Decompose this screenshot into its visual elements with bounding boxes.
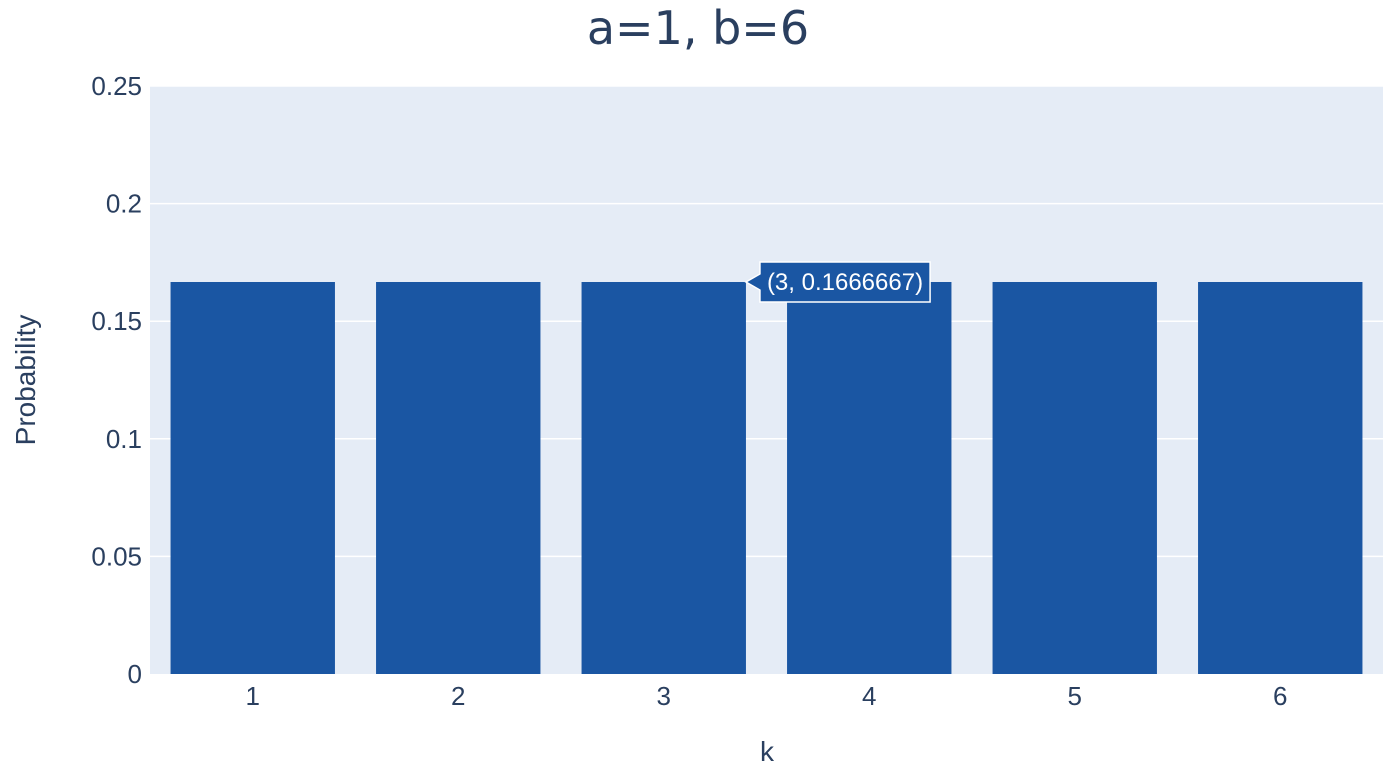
x-axis-ticks: 1 2 3 4 5 6 (246, 681, 1288, 711)
bar[interactable] (787, 281, 952, 674)
x-tick-label: 3 (657, 681, 671, 711)
y-tick-label: 0.15 (91, 306, 142, 336)
x-tick-label: 5 (1068, 681, 1082, 711)
hover-label-text: (3, 0.1666667) (767, 269, 923, 296)
x-tick-label: 2 (451, 681, 465, 711)
y-tick-label: 0.2 (106, 189, 142, 219)
bar[interactable] (1198, 281, 1363, 674)
y-axis-ticks: 0 0.05 0.1 0.15 0.2 0.25 (91, 71, 142, 689)
plot-area (150, 86, 1383, 674)
hover-label-box (744, 261, 931, 303)
x-tick-label: 6 (1273, 681, 1287, 711)
y-axis-title: Probability (10, 315, 41, 446)
bar[interactable] (581, 281, 746, 674)
bars (170, 281, 1363, 674)
grid-lines (150, 85, 1383, 558)
y-tick-label: 0.25 (91, 71, 142, 101)
y-tick-label: 0.1 (106, 424, 142, 454)
y-tick-label: 0.05 (91, 541, 142, 571)
bar[interactable] (376, 281, 541, 674)
y-tick-label: 0 (128, 659, 142, 689)
x-tick-label: 4 (862, 681, 876, 711)
x-axis-title: k (760, 736, 775, 767)
x-tick-label: 1 (246, 681, 260, 711)
bar[interactable] (992, 281, 1157, 674)
chart-title: a=1, b=6 (587, 1, 809, 55)
hover-tooltip: (3, 0.1666667) (744, 261, 931, 303)
bar[interactable] (170, 281, 335, 674)
